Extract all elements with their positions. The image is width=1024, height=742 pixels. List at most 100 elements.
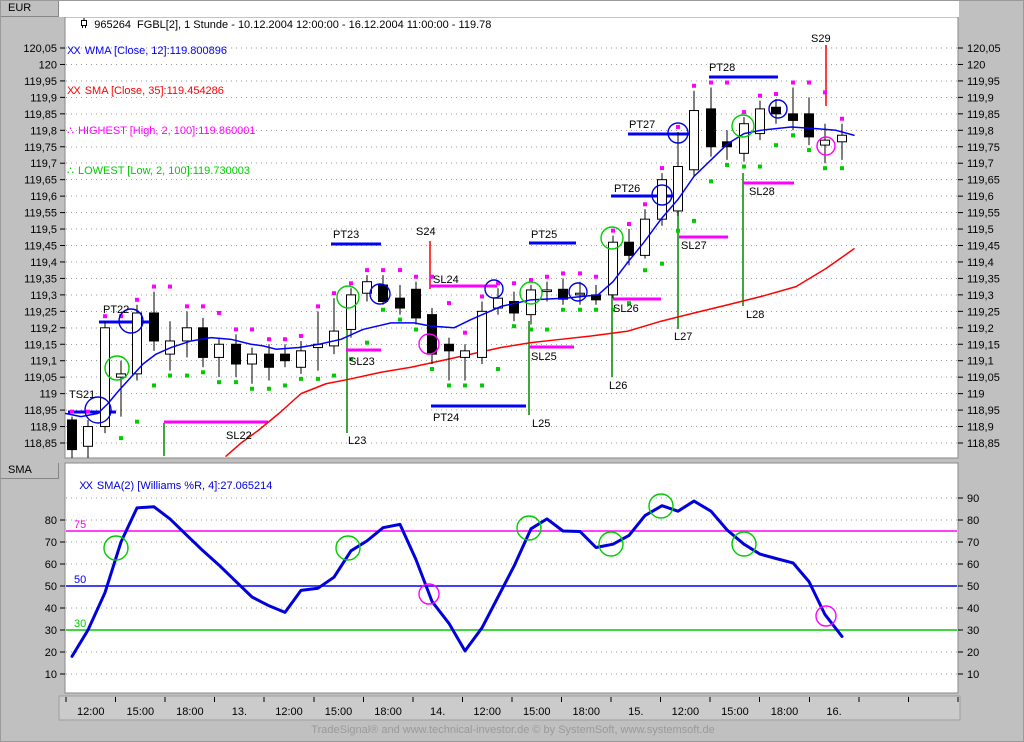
highest-dot — [414, 274, 418, 279]
highest-dot — [594, 274, 598, 279]
legend-item-highest[interactable]: ∴ HIGHEST [High, 2, 100]:119.860001 — [67, 125, 256, 138]
oscillator-plot[interactable] — [70, 493, 844, 658]
lowest-dot — [529, 327, 533, 332]
candle-body — [657, 179, 667, 220]
legend-text: SMA(2) [Williams %R, 4]:27.065214 — [96, 480, 273, 492]
signal-circle-magenta — [816, 136, 836, 156]
lowest-dot — [185, 373, 189, 378]
trade-label: SL26 — [613, 303, 639, 315]
indicator-panel-cell[interactable]: SMA — [1, 463, 59, 479]
trade-label: TS21 — [69, 389, 95, 401]
signal-circle-magenta — [418, 333, 440, 355]
lowest-dot — [398, 317, 402, 322]
price-axis-left[interactable]: 120,05 120 119,95 119,9 119,85 119,8 119,75 119… — [23, 43, 65, 450]
trade-label: L28 — [746, 309, 764, 321]
svg-text:119,6: 119,6 — [967, 191, 994, 203]
legend-item-lowest[interactable]: ∴ LOWEST [Low, 2, 100]:119.730003 — [67, 165, 256, 178]
trade-label: L27 — [674, 331, 692, 343]
svg-text:14.: 14. — [430, 706, 445, 718]
trade-label: L26 — [609, 380, 627, 392]
lowest-dot — [234, 380, 238, 385]
signal-circle-green — [731, 114, 755, 138]
price-axis-unit-cell[interactable]: EUR — [1, 1, 59, 17]
svg-text:119,3: 119,3 — [967, 290, 994, 302]
lowest-dot — [611, 307, 615, 312]
svg-text:119,25: 119,25 — [24, 306, 57, 318]
main-plot[interactable]: TS21 PT22 SL22 PT23 SL23 L23 S24 SL24 PT24 PT25 SL… — [65, 33, 855, 470]
trade-label: PT28 — [709, 62, 735, 74]
svg-text:80: 80 — [967, 515, 979, 527]
highest-dot — [447, 301, 451, 306]
svg-text:118,95: 118,95 — [967, 405, 1000, 417]
oscillator-circle-green — [335, 535, 361, 561]
highest-dot — [201, 304, 205, 309]
svg-text:16.: 16. — [826, 706, 841, 718]
lowest-dot — [480, 383, 484, 388]
svg-text:15:00: 15:00 — [523, 706, 551, 718]
svg-text:119,7: 119,7 — [30, 158, 57, 170]
line-style-icon: XX — [79, 480, 93, 492]
lowest-dot — [135, 419, 139, 424]
price-axis-right[interactable]: 120,05 120 119,95 119,9 119,85 119,8 119,75 119… — [958, 43, 1001, 450]
candle-body — [362, 281, 372, 294]
candle-body — [673, 166, 683, 212]
svg-text:120,05: 120,05 — [23, 43, 57, 55]
highest-dot — [545, 274, 549, 279]
highest-dot — [283, 337, 287, 342]
lowest-dot — [676, 228, 680, 233]
lowest-dot — [807, 148, 811, 153]
svg-text:119,9: 119,9 — [967, 92, 994, 104]
svg-text:119,45: 119,45 — [967, 241, 1000, 253]
svg-text:70: 70 — [45, 537, 57, 549]
highest-dot — [725, 80, 729, 85]
legend-text: WMA [Close, 12]:119.800896 — [84, 44, 227, 57]
svg-text:50: 50 — [967, 581, 979, 593]
time-axis[interactable]: 12:00 15:00 18:00 13. 12:00 15:00 18:00 14. 12:0… — [65, 697, 959, 718]
trade-label: SL27 — [681, 240, 707, 252]
highest-dot — [463, 330, 467, 335]
entry-exit-circle-blue — [84, 396, 112, 424]
candle-body — [329, 330, 339, 347]
svg-text:18:00: 18:00 — [573, 706, 601, 718]
oscillator-legend[interactable]: XX SMA(2) [Williams %R, 4]:27.065214 — [67, 467, 272, 506]
svg-text:18:00: 18:00 — [176, 706, 204, 718]
legend-item-sma[interactable]: XX SMA [Close, 35]:119.454286 — [67, 85, 256, 98]
svg-text:119,75: 119,75 — [967, 142, 1000, 154]
lowest-dot — [496, 367, 500, 372]
highest-dot — [529, 278, 533, 283]
signal-circle-green — [519, 281, 543, 305]
svg-text:119,55: 119,55 — [967, 208, 1000, 220]
entry-exit-circle-blue — [568, 282, 588, 302]
trade-label: SL23 — [349, 356, 375, 368]
sma35-line — [225, 248, 855, 457]
oscillator-circle-magenta — [815, 605, 837, 627]
svg-text:18:00: 18:00 — [374, 706, 402, 718]
candle-body — [542, 289, 552, 293]
lowest-dot — [201, 370, 205, 375]
svg-text:13.: 13. — [232, 706, 247, 718]
candle-body — [83, 426, 93, 447]
oscillator-axis-left[interactable]: 80 70 60 50 40 30 20 10 — [45, 515, 65, 681]
svg-text:50: 50 — [74, 574, 86, 586]
highest-dot — [578, 271, 582, 276]
lowest-dot — [512, 324, 516, 329]
highest-dot — [168, 284, 172, 289]
candle-body — [460, 350, 470, 358]
svg-text:120: 120 — [967, 59, 985, 71]
lowest-dot — [217, 380, 221, 385]
svg-text:40: 40 — [45, 603, 57, 615]
svg-text:120: 120 — [39, 59, 57, 71]
lowest-dot — [299, 376, 303, 381]
legend-item-wma[interactable]: XX WMA [Close, 12]:119.800896 — [67, 45, 256, 58]
lowest-dot — [447, 383, 451, 388]
entry-exit-circle-blue — [484, 279, 504, 299]
svg-text:20: 20 — [45, 647, 57, 659]
oscillator-axis-right[interactable]: 90 80 70 60 50 40 30 20 10 — [958, 493, 979, 681]
svg-text:15:00: 15:00 — [325, 706, 353, 718]
candles — [67, 80, 847, 458]
candle-body — [608, 241, 618, 296]
lowest-dot — [430, 367, 434, 372]
signal-circle-green — [336, 285, 360, 309]
candle-body — [346, 294, 356, 330]
